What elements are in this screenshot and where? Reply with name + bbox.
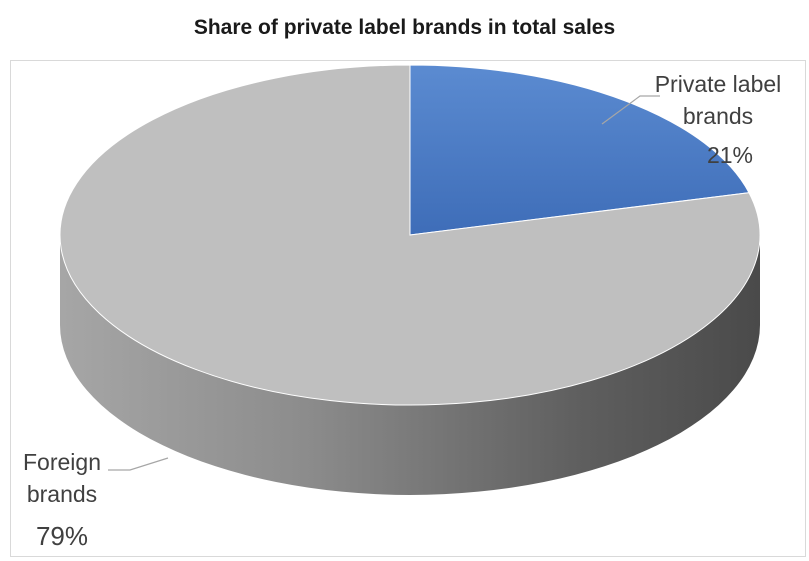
plot-area-frame	[10, 60, 806, 557]
data-label-private-label-brands-line-2: brands	[683, 103, 753, 129]
data-label-foreign-brands-line-1: Foreign	[23, 449, 101, 475]
data-label-foreign-brands-value: 79%	[36, 521, 88, 551]
data-label-foreign-brands-line-2: brands	[27, 481, 97, 507]
data-label-private-label-brands-value: 21%	[707, 142, 753, 168]
pie-side-wall	[60, 235, 760, 495]
leader-line-private-label-brands	[601, 95, 660, 125]
pie-slice-private-label-brands	[409, 64, 750, 236]
pie-slice-foreign-brands	[59, 64, 761, 406]
data-label-private-label-brands-line-1: Private label	[655, 71, 782, 97]
leader-line-foreign-brands	[108, 457, 169, 471]
chart-title: Share of private label brands in total s…	[193, 16, 616, 39]
